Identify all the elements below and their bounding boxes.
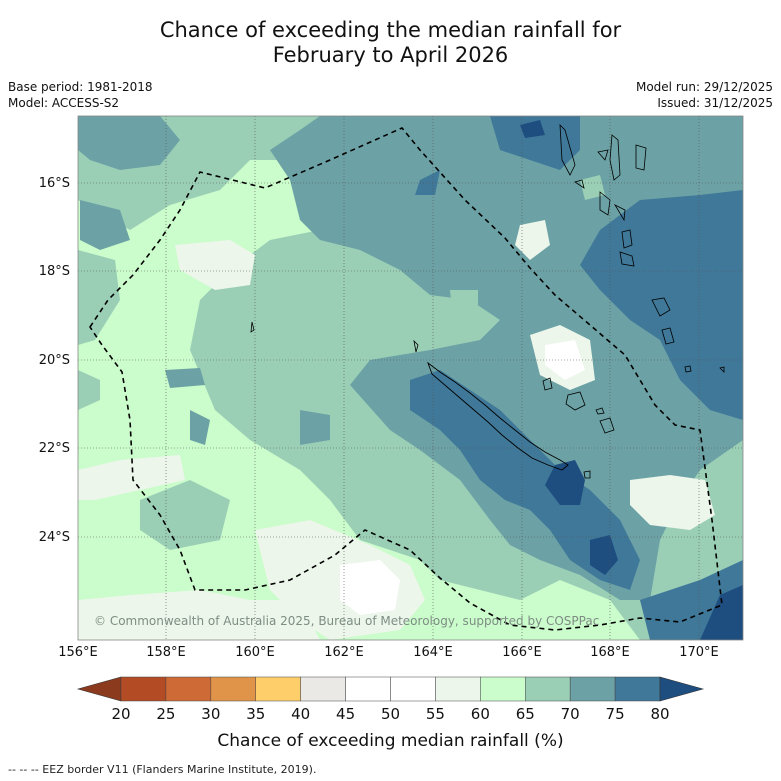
copyright-text: © Commonwealth of Australia 2025, Bureau… — [94, 614, 600, 628]
map-frame — [77, 115, 744, 641]
colorbar-swatch — [390, 676, 436, 702]
colorbar-tick-label: 80 — [650, 705, 670, 723]
colorbar-tick-label: 55 — [425, 705, 445, 723]
lon-label-164e: 164°E — [413, 645, 453, 660]
colorbar-swatch — [614, 676, 661, 702]
colorbar-swatch — [569, 676, 616, 702]
model-name: Model: ACCESS-S2 — [8, 96, 120, 110]
colorbar-extend-low — [76, 676, 122, 702]
colorbar — [76, 676, 705, 702]
lon-label-158e: 158°E — [146, 645, 186, 660]
colorbar-tick-label: 35 — [246, 705, 266, 723]
title-line-1: Chance of exceeding the median rainfall … — [159, 18, 622, 42]
colorbar-tick-label: 75 — [605, 705, 625, 723]
colorbar-swatch — [255, 676, 301, 702]
colorbar-tick-label: 50 — [380, 705, 401, 723]
colorbar-swatch — [210, 676, 256, 702]
map-title: Chance of exceeding the median rainfall … — [0, 18, 781, 68]
colorbar-tick-label: 65 — [515, 705, 535, 723]
lat-label-16s: 16°S — [38, 176, 70, 191]
lon-label-156e: 156°E — [58, 645, 98, 660]
lon-label-168e: 168°E — [590, 645, 630, 660]
colorbar-swatch — [435, 676, 481, 702]
contour-50-55 — [340, 340, 585, 615]
lat-label-22s: 22°S — [38, 441, 70, 456]
colorbar-extend-high — [659, 676, 705, 702]
contour-55-60 — [78, 220, 715, 640]
new-caledonia-outline — [427, 361, 569, 471]
colorbar-swatch — [480, 676, 526, 702]
meta-right: Model run: 29/12/2025 Issued: 31/12/2025 — [636, 79, 773, 111]
colorbar-title: Chance of exceeding median rainfall (%) — [217, 731, 564, 751]
model-run: Model run: 29/12/2025 — [635, 80, 773, 94]
colorbar-tick-label: 25 — [156, 705, 176, 723]
graticule — [78, 116, 743, 640]
colorbar-tick-label: 45 — [336, 705, 356, 723]
contour-fills — [78, 116, 743, 640]
lon-label-162e: 162°E — [324, 645, 364, 660]
lat-label-18s: 18°S — [38, 264, 70, 279]
colorbar-tick-label: 70 — [560, 705, 580, 723]
issued-date: Issued: 31/12/2025 — [657, 96, 773, 110]
colorbar-swatch — [300, 676, 346, 702]
contour-65-70-patches — [330, 175, 605, 340]
colorbar-tick-label: 30 — [201, 705, 221, 723]
base-period: Base period: 1981-2018 — [8, 80, 153, 94]
contour-75-80 — [410, 116, 743, 640]
colorbar-swatch — [345, 676, 391, 702]
lon-label-170e: 170°E — [679, 645, 719, 660]
loyalty-islands-outline — [250, 321, 615, 479]
vanuatu-outline — [559, 123, 725, 373]
meta-left: Base period: 1981-2018 Model: ACCESS-S2 — [8, 79, 153, 111]
lon-label-160e: 160°E — [235, 645, 275, 660]
lat-label-24s: 24°S — [38, 530, 70, 545]
lon-label-166e: 166°E — [502, 645, 542, 660]
lat-label-20s: 20°S — [38, 353, 70, 368]
colorbar-swatch — [165, 676, 212, 702]
title-line-2: February to April 2026 — [272, 43, 509, 67]
colorbar-tick-label: 60 — [470, 705, 490, 723]
eez-footnote: -- -- -- EEZ border V11 (Flanders Marine… — [8, 763, 317, 776]
colorbar-swatch — [120, 676, 167, 702]
colorbar-swatch — [525, 676, 571, 702]
colorbar-tick-label: 40 — [291, 705, 311, 723]
colorbar-tick-label: 20 — [111, 705, 131, 723]
